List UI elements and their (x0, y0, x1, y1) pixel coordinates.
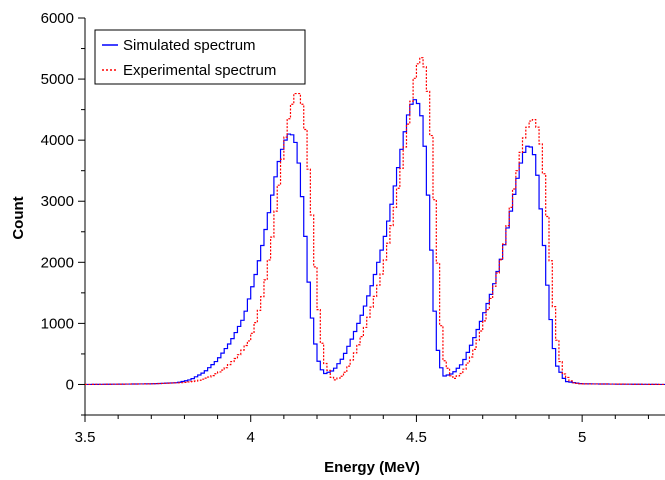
legend: Simulated spectrum Experimental spectrum (94, 29, 306, 85)
legend-label-experimental: Experimental spectrum (123, 62, 276, 79)
y-tick-label: 6000 (41, 10, 74, 27)
y-axis-title: Count (10, 196, 27, 239)
y-tick-label: 4000 (41, 132, 74, 149)
x-tick-label: 4 (247, 429, 255, 446)
legend-box (94, 29, 306, 85)
y-tick-label: 2000 (41, 254, 74, 271)
series-layer (85, 57, 665, 386)
x-axis-title: Energy (MeV) (324, 459, 420, 476)
y-tick-label: 0 (66, 376, 74, 393)
x-tick-label: 4.5 (406, 429, 427, 446)
y-tick-label: 3000 (41, 193, 74, 210)
y-tick-label: 5000 (41, 71, 74, 88)
experimental-spectrum-line (85, 57, 665, 386)
y-tick-label: 1000 (41, 315, 74, 332)
x-tick-label: 3.5 (75, 429, 96, 446)
axes: 0 1000 2000 3000 4000 5000 6000 3.5 4 4.5 5 (41, 10, 665, 446)
legend-label-simulated: Simulated spectrum (123, 37, 256, 54)
simulated-spectrum-line (85, 99, 665, 386)
x-tick-label: 5 (578, 429, 586, 446)
